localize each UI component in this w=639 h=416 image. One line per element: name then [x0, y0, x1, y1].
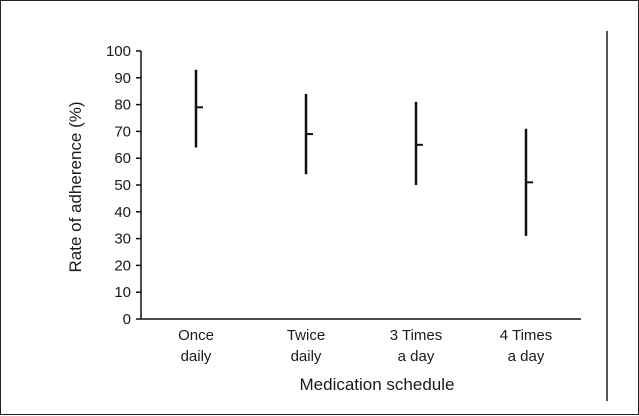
y-axis-title: Rate of adherence (%)	[66, 101, 85, 272]
y-tick-label: 90	[114, 70, 131, 87]
y-tick-label: 10	[114, 284, 131, 301]
y-tick-label: 20	[114, 257, 131, 274]
x-axis: Once daily Twice daily 3 Times a day 4 Times a …	[141, 318, 581, 365]
y-tick-label: 100	[106, 43, 131, 60]
x-axis-title: Medication schedule	[300, 375, 455, 394]
y-tick-label: 40	[114, 204, 131, 221]
y-axis: 0 10 20 30 40 50 60 70 80 90 100	[106, 43, 142, 328]
x-category-label: daily	[291, 348, 322, 365]
y-tick-label: 60	[114, 150, 131, 167]
y-tick-label: 70	[114, 123, 131, 140]
x-category-label: daily	[181, 348, 212, 365]
range-marks	[194, 69, 533, 236]
x-category-label: Once	[178, 327, 214, 344]
x-category-label: 3 Times	[390, 327, 443, 344]
x-category-label: 4 Times	[500, 327, 553, 344]
x-category-label: Twice	[287, 327, 325, 344]
y-tick-label: 30	[114, 231, 131, 248]
y-tick-label: 50	[114, 177, 131, 194]
x-category-label: a day	[398, 348, 435, 365]
x-category-label: a day	[508, 348, 545, 365]
y-tick-label: 0	[123, 311, 131, 328]
y-tick-label: 80	[114, 97, 131, 114]
